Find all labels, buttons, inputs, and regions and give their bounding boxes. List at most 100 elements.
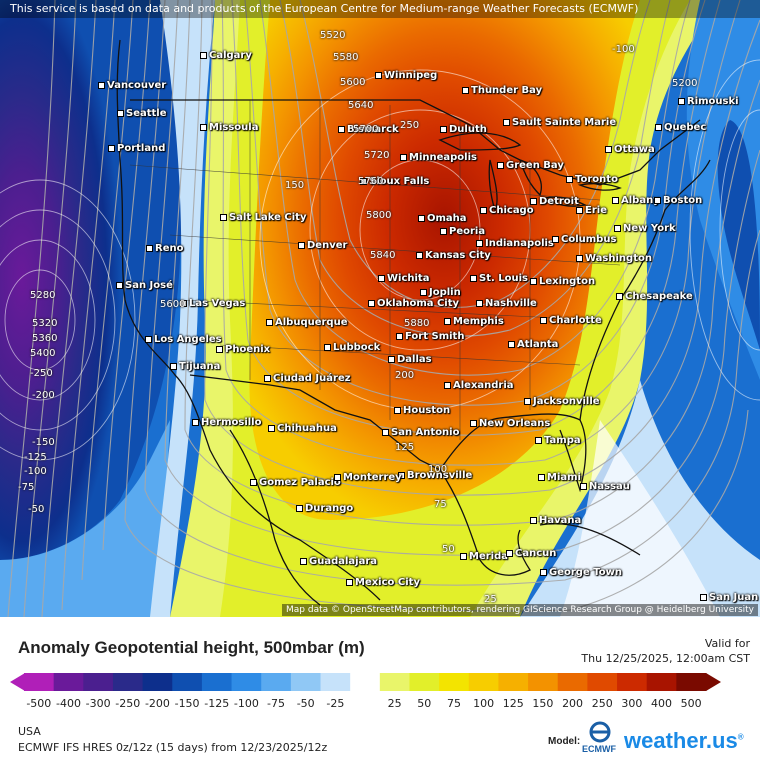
brand-logo[interactable]: weather.us® [624, 728, 744, 753]
contour-label: 5840 [370, 250, 396, 261]
scale-swatch [646, 673, 677, 691]
city-label: Peoria [440, 226, 485, 237]
contour-label: 5580 [333, 52, 359, 63]
city-label: Tampa [535, 435, 581, 446]
city-label: San Juan [700, 592, 758, 603]
map-title: Anomaly Geopotential height, 500mbar (m) [18, 638, 365, 657]
city-label: Merida [460, 551, 508, 562]
contour-label: 5880 [404, 318, 430, 329]
city-marker [346, 578, 353, 586]
city-marker [400, 153, 407, 161]
city-label: Atlanta [508, 339, 558, 350]
city-marker [146, 244, 153, 252]
scale-tick-label: -100 [233, 697, 259, 710]
city-label: Gomez Palacio [250, 477, 341, 488]
scale-swatch [468, 673, 499, 691]
contour-label: -200 [32, 390, 55, 401]
city-label: Rimouski [678, 96, 739, 107]
city-label: Ottawa [605, 144, 655, 155]
city-label: San José [116, 280, 173, 291]
contour-label: 100 [428, 464, 448, 475]
city-label: Houston [394, 405, 450, 416]
city-marker [576, 206, 583, 214]
city-label: Reno [146, 243, 183, 254]
scale-tick-label: 25 [387, 697, 402, 710]
city-label: Sault Sainte Marie [503, 117, 616, 128]
city-marker [470, 419, 477, 427]
scale-swatch [350, 673, 381, 691]
city-label: Havana [530, 515, 581, 526]
contour-label: 5200 [672, 78, 698, 89]
city-marker [503, 118, 510, 126]
contour-label: 5280 [30, 290, 56, 301]
city-marker [192, 418, 199, 426]
city-marker [266, 318, 273, 326]
scale-swatch [409, 673, 440, 691]
map-panel[interactable]: This service is based on data and produc… [0, 0, 760, 617]
city-label: Dallas [388, 354, 432, 365]
scale-tick-label: 400 [651, 697, 673, 710]
ecmwf-attribution: This service is based on data and produc… [0, 0, 760, 18]
contour-label: 5520 [320, 30, 346, 41]
scale-tick-label: -500 [26, 697, 52, 710]
scale-swatch [439, 673, 470, 691]
city-marker [296, 504, 303, 512]
zero-band-west [150, 0, 215, 617]
city-marker [338, 125, 345, 133]
city-marker [480, 206, 487, 214]
scale-tick-label: 250 [591, 697, 613, 710]
city-marker [324, 343, 331, 351]
city-label: Ciudad Juárez [264, 373, 351, 384]
region-label: USA [18, 725, 41, 738]
city-label: Green Bay [497, 160, 564, 171]
city-label: Indianapolis [476, 238, 554, 249]
model-label: Model: [548, 736, 581, 747]
contour-label: 200 [395, 370, 415, 381]
city-marker [462, 86, 469, 94]
city-label: Duluth [440, 124, 487, 135]
scale-swatch [112, 673, 144, 691]
contour-label: 25 [484, 594, 497, 605]
city-marker [382, 428, 389, 436]
scale-tick-label: 500 [680, 697, 702, 710]
city-label: Portland [108, 143, 165, 154]
anomaly-map [0, 0, 760, 617]
city-label: Brownsville [398, 470, 472, 481]
city-marker [460, 552, 467, 560]
city-marker [298, 241, 305, 249]
city-label: Vancouver [98, 80, 166, 91]
contour-label: 5320 [32, 318, 58, 329]
city-marker [566, 175, 573, 183]
contour-label: 75 [434, 499, 447, 510]
city-marker [220, 213, 227, 221]
scale-swatch [83, 673, 114, 691]
city-marker [678, 97, 685, 105]
scale-tick-label: 50 [417, 697, 432, 710]
scale-swatch [498, 673, 529, 691]
city-label: Kansas City [416, 250, 491, 261]
scale-swatch [587, 673, 618, 691]
contour-label: 5700 [353, 124, 379, 135]
city-label: Guadalajara [300, 556, 377, 567]
scale-tick-label: -200 [144, 697, 170, 710]
contour-label: 5600 [340, 77, 366, 88]
city-marker [576, 254, 583, 262]
city-label: Erie [576, 205, 607, 216]
city-marker [396, 332, 403, 340]
city-marker [108, 144, 115, 152]
city-marker [540, 316, 547, 324]
city-marker [476, 299, 483, 307]
scale-swatch [53, 673, 84, 691]
city-marker [117, 109, 124, 117]
trademark-icon: ® [737, 732, 744, 742]
scale-swatch [261, 673, 292, 691]
city-label: Jacksonville [524, 396, 600, 407]
city-label: St. Louis [470, 273, 528, 284]
contour-label: -150 [32, 437, 55, 448]
contour-label: 5760 [358, 176, 384, 187]
scale-swatch [172, 673, 203, 691]
city-marker [420, 288, 427, 296]
city-marker [444, 317, 451, 325]
contour-label: -125 [24, 452, 47, 463]
contour-label: 5600 [160, 299, 186, 310]
